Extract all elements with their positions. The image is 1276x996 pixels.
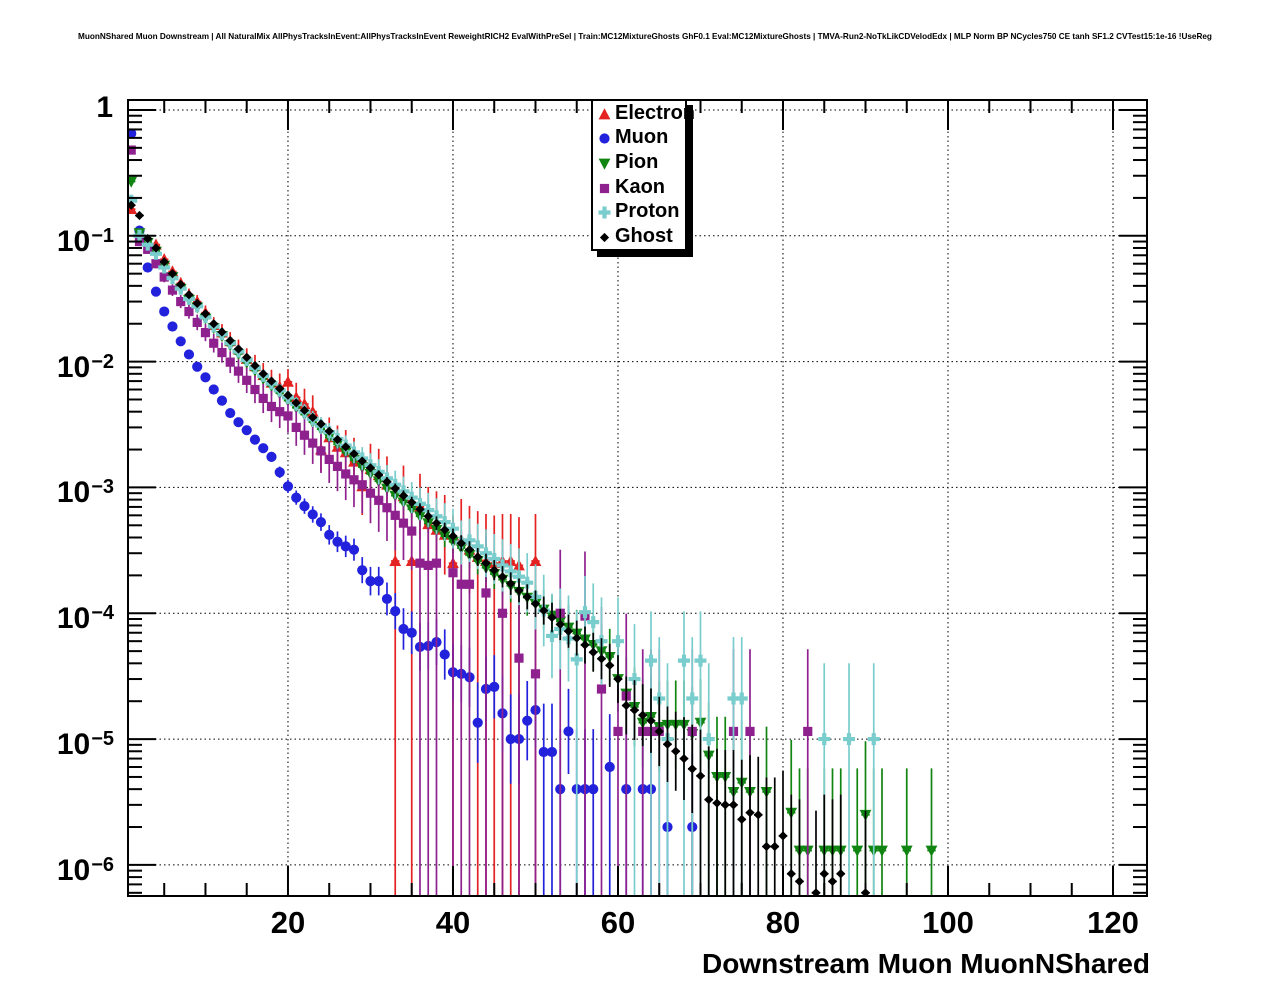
electron-triangle-marker-icon (596, 105, 613, 122)
legend-label-proton: Proton (615, 200, 680, 223)
axis-ticks (128, 100, 1147, 896)
legend-box: Electron Muon Pion Kaon Proton Ghost (591, 99, 695, 251)
proton-cross-marker-icon (596, 203, 613, 220)
legend-label-electron: Electron (615, 101, 696, 124)
x-tick-label: 120 (1087, 905, 1139, 940)
legend-label-muon: Muon (615, 126, 669, 149)
x-tick-label: 40 (435, 905, 471, 940)
y-tick-label: 10−6 (56, 853, 114, 887)
legend-label-ghost: Ghost (615, 225, 673, 248)
x-tick-label: 100 (922, 905, 974, 940)
plot-title: MuonNShared Muon Downstream | All Natura… (78, 32, 1212, 41)
x-axis-title: Downstream Muon MuonNShared (701, 948, 1150, 979)
legend-item-pion: Pion (593, 151, 685, 175)
legend-item-electron: Electron (593, 101, 695, 125)
series-ghost (128, 200, 871, 896)
x-tick-label: 80 (765, 905, 801, 940)
legend-item-proton: Proton (593, 200, 685, 224)
series-pion (128, 176, 938, 896)
y-tick-label: 10−2 (56, 350, 114, 384)
pion-triangle-marker-icon (596, 154, 613, 171)
kaon-square-marker-icon (596, 179, 613, 196)
y-tick-label: 10−4 (56, 602, 114, 636)
y-tick-label: 10−5 (56, 728, 114, 762)
legend-item-kaon: Kaon (593, 175, 685, 199)
legend-label-pion: Pion (615, 151, 659, 174)
x-tick-label: 20 (270, 905, 306, 940)
y-tick-label: 1 (96, 90, 113, 124)
legend-item-muon: Muon (593, 126, 685, 150)
x-tick-label: 60 (600, 905, 636, 940)
legend-item-ghost: Ghost (593, 225, 685, 249)
legend-label-kaon: Kaon (615, 175, 665, 198)
ghost-diamond-marker-icon (596, 228, 613, 245)
y-tick-label: 10−1 (56, 224, 114, 258)
muon-circle-marker-icon (596, 129, 613, 146)
y-tick-label: 10−3 (56, 476, 114, 510)
